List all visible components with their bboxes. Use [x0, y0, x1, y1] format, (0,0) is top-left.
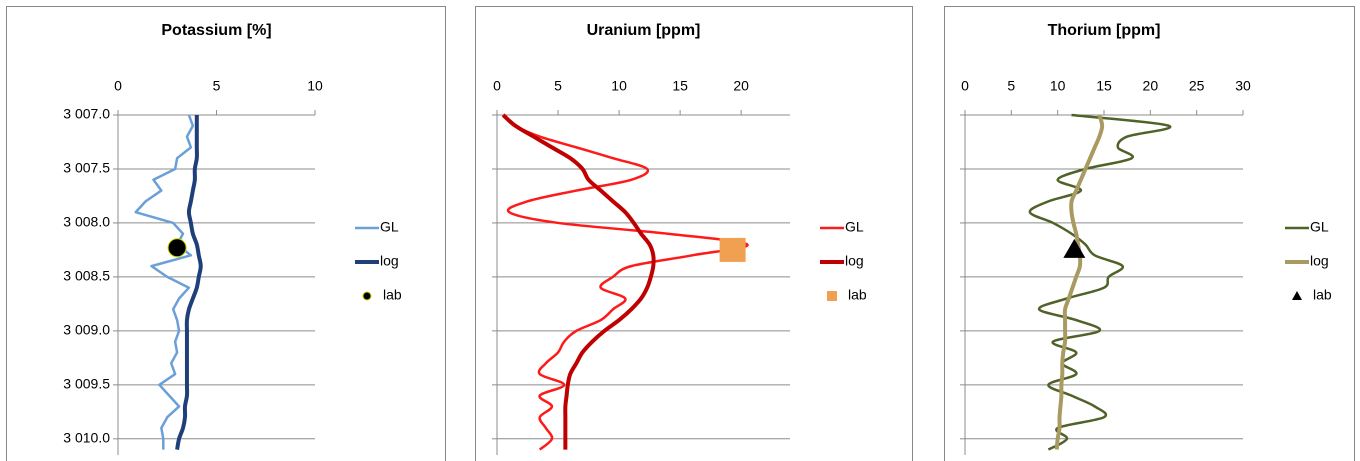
lab-point [1063, 238, 1086, 258]
x-tick-label: 20 [1143, 78, 1159, 94]
legend-label: GL [1310, 219, 1329, 235]
series-line [134, 114, 195, 450]
series-line [1054, 114, 1105, 450]
series-line [501, 113, 656, 450]
legend-label: log [845, 253, 864, 269]
lab-point [719, 237, 746, 262]
y-tick-label: 3 007.5 [63, 160, 110, 176]
x-tick-label: 0 [961, 78, 969, 94]
chart-title: Potassium [%] [161, 22, 271, 39]
x-tick-label: 5 [213, 78, 221, 94]
legend-label: lab [848, 287, 867, 303]
legend-marker [362, 291, 372, 301]
chart-title: Uranium [ppm] [587, 22, 701, 39]
x-tick-label: 5 [1007, 78, 1015, 94]
series-line [502, 114, 749, 451]
x-tick-label: 15 [1096, 78, 1112, 94]
series-line [175, 114, 203, 450]
x-tick-label: 15 [672, 78, 688, 94]
x-tick-label: 20 [733, 78, 749, 94]
y-tick-label: 3 008.0 [63, 214, 110, 230]
x-tick-label: 0 [493, 78, 501, 94]
legend-label: lab [383, 287, 402, 303]
panel-frame [944, 6, 1355, 461]
y-tick-label: 3 008.5 [63, 268, 110, 284]
x-tick-label: 10 [611, 78, 627, 94]
chart-panel: Thorium [ppm] 0 5 10 15 20 25 30 GL log lab [944, 6, 1355, 461]
y-tick-label: 3 010.0 [63, 430, 110, 446]
y-tick-label: 3 009.5 [63, 376, 110, 392]
legend-label: log [1310, 253, 1329, 269]
legend-marker [1292, 291, 1302, 300]
legend-label: log [380, 253, 399, 269]
y-tick-label: 3 007.0 [63, 106, 110, 122]
x-tick-label: 25 [1189, 78, 1205, 94]
legend-label: GL [380, 219, 399, 235]
chart-panel: Uranium [ppm] 0 5 10 15 20 GL log lab [475, 6, 913, 461]
legend-label: lab [1313, 287, 1332, 303]
legend-label: GL [845, 219, 864, 235]
y-tick-label: 3 009.0 [63, 322, 110, 338]
lab-point [167, 238, 187, 258]
x-tick-label: 0 [114, 78, 122, 94]
chart-title: Thorium [ppm] [1048, 22, 1161, 39]
x-tick-label: 10 [307, 78, 323, 94]
x-tick-label: 5 [554, 78, 562, 94]
x-tick-label: 30 [1235, 78, 1251, 94]
chart-panel: Potassium [%] 3 007.0 3 007.5 3 008.0 3 008.… [6, 6, 446, 461]
legend-marker [827, 291, 837, 301]
x-tick-label: 10 [1050, 78, 1066, 94]
